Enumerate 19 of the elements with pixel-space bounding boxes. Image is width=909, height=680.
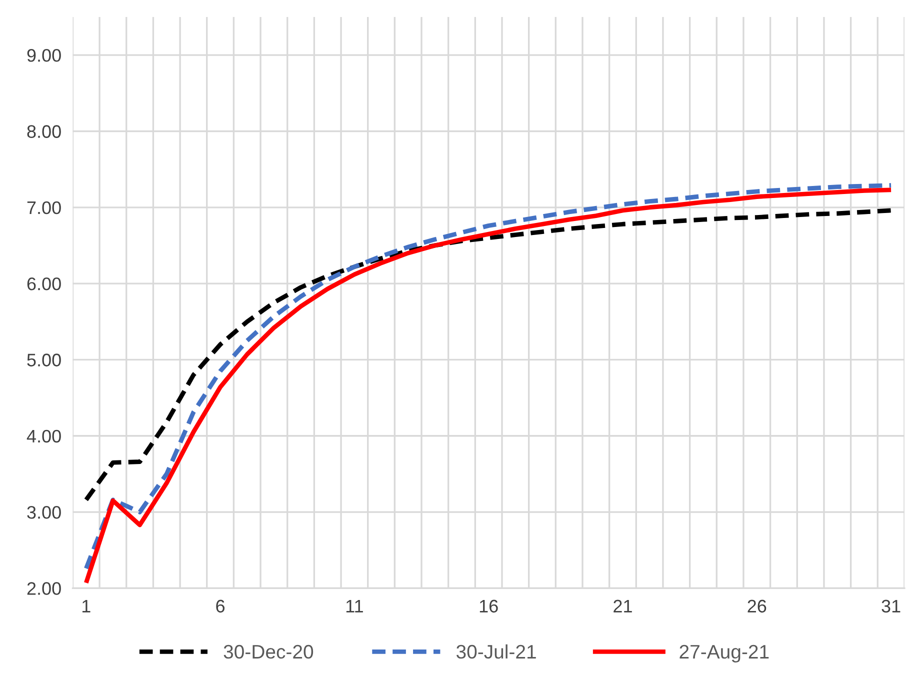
legend-label: 30-Jul-21 bbox=[456, 644, 536, 659]
y-tick-label: 3.00 bbox=[27, 506, 61, 519]
legend-label: 30-Dec-20 bbox=[224, 644, 314, 659]
x-tick-label: 1 bbox=[82, 600, 90, 612]
y-tick-label: 4.00 bbox=[26, 430, 61, 443]
x-tick-label: 11 bbox=[346, 600, 363, 612]
legend-label: 27-Aug-21 bbox=[680, 644, 769, 662]
x-tick-label: 16 bbox=[480, 600, 498, 613]
line-series bbox=[84, 208, 894, 502]
y-tick-label: 8.00 bbox=[27, 125, 61, 138]
y-tick-label: 2.00 bbox=[27, 582, 61, 595]
y-tick-label: 7.00 bbox=[27, 201, 61, 214]
y-tick-label: 6.00 bbox=[27, 277, 61, 290]
x-tick-label: 31 bbox=[882, 600, 900, 613]
x-tick-label: 26 bbox=[748, 600, 766, 613]
y-tick-label: 9.00 bbox=[27, 49, 61, 62]
x-tick-label: 21 bbox=[614, 600, 632, 612]
x-tick-label: 6 bbox=[216, 600, 225, 613]
y-tick-label: 5.00 bbox=[27, 354, 61, 366]
